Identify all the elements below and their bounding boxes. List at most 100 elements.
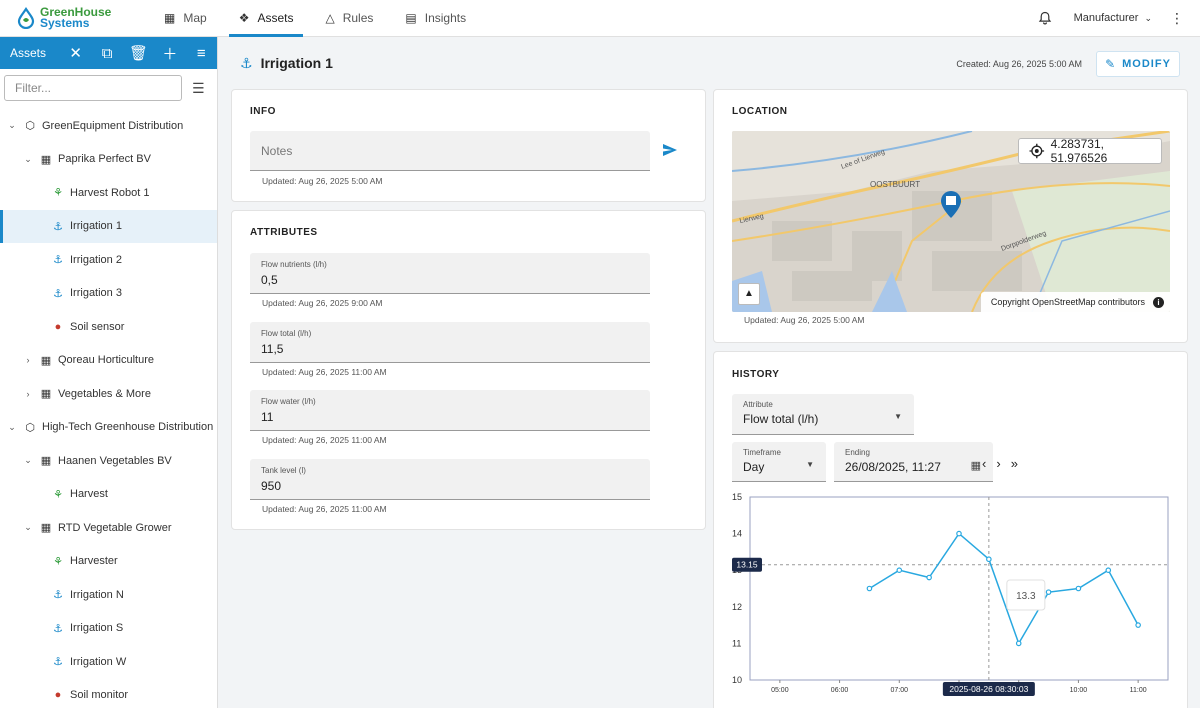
notes-input[interactable]: Notes <box>250 131 650 171</box>
attribute-field-flow-nutrients[interactable]: Flow nutrients (l/h) 0,5 <box>250 253 650 294</box>
tab-assets[interactable]: ❖ Assets <box>223 0 310 37</box>
chevron-left-icon[interactable]: ‹ <box>982 456 987 471</box>
data-point[interactable] <box>956 530 962 537</box>
attribute-field-tank-level[interactable]: Tank level (l) 950 <box>250 459 650 500</box>
chevron-down-icon[interactable]: ⌄ <box>24 455 32 466</box>
top-bar: GreenHouse Systems ▦ Map ❖ Assets △ Rule… <box>0 0 1200 37</box>
data-point[interactable] <box>986 556 992 563</box>
tree-item[interactable]: ⚓ Irrigation S <box>0 612 217 646</box>
tab-rules-label: Rules <box>342 11 374 25</box>
calendar-icon[interactable]: ▦ <box>970 460 981 472</box>
tree-item-label: Vegetables & More <box>58 387 151 400</box>
attribute-field-flow-total[interactable]: Flow total (l/h) 11,5 <box>250 322 650 363</box>
brand-line2: Systems <box>40 16 90 30</box>
notes-placeholder: Notes <box>261 144 293 158</box>
tree-item[interactable]: ⚓ Irrigation N <box>0 578 217 612</box>
tree-item[interactable]: ● Soil monitor <box>0 679 217 708</box>
add-icon[interactable]: ＋ <box>162 45 178 63</box>
history-chart[interactable]: 151413121110 05:0006:0007:0008:0009:0010… <box>714 492 1189 708</box>
map-marker-icon[interactable] <box>941 191 961 218</box>
data-point[interactable] <box>1135 622 1141 628</box>
send-icon[interactable] <box>662 143 678 157</box>
tab-map[interactable]: ▦ Map <box>148 0 223 37</box>
data-point[interactable] <box>896 567 903 574</box>
tree-item[interactable]: ⚓ Irrigation W <box>0 645 217 679</box>
card-title: LOCATION <box>732 106 788 117</box>
data-point[interactable] <box>866 585 873 592</box>
realm-selector[interactable]: Manufacturer ⌄ <box>1074 12 1152 24</box>
ending-datetime-input[interactable]: Ending 26/08/2025, 11:27 ▦ <box>834 442 993 482</box>
pencil-icon: ✎ <box>1105 57 1117 71</box>
tree-item[interactable]: ⚘ Harvest <box>0 478 217 512</box>
timeframe-select[interactable]: Timeframe Day ▼ <box>732 442 826 482</box>
copyright-text: Copyright OpenStreetMap contributors <box>990 297 1145 307</box>
tree-item[interactable]: ⌄ ▦ Haanen Vegetables BV <box>0 444 217 478</box>
tree-item-label: Harvest <box>70 488 108 501</box>
tree-item[interactable]: ⚘ Harvester <box>0 545 217 579</box>
copy-icon[interactable]: ⧉ <box>101 44 113 62</box>
brand-line1: GreenHouse <box>40 5 112 19</box>
tree-item[interactable]: ⌄ ⬡ GreenEquipment Distribution <box>0 109 217 143</box>
location-map[interactable]: OOSTBUURT Lierweg Dorppolderweg Lee of L… <box>732 131 1170 312</box>
chevron-right-icon[interactable]: › <box>26 355 30 366</box>
chevron-down-icon[interactable]: ⌄ <box>8 120 16 131</box>
tree-item[interactable]: ⌄ ▦ Paprika Perfect BV <box>0 143 217 177</box>
select-value: Day <box>743 460 765 474</box>
chevron-down-icon[interactable]: ⌄ <box>8 421 16 432</box>
filter-input[interactable]: Filter... <box>4 75 182 101</box>
tab-rules[interactable]: △ Rules <box>309 0 389 37</box>
tree-item-label: Harvest Robot 1 <box>70 186 150 199</box>
close-icon[interactable]: ✕ <box>69 45 82 62</box>
field-updated: Updated: Aug 26, 2025 11:00 AM <box>262 367 387 377</box>
map-attribution[interactable]: Copyright OpenStreetMap contributors i <box>980 292 1170 312</box>
asset-header: ⚓ Irrigation 1 Created: Aug 26, 2025 5:0… <box>218 37 1200 89</box>
sort-icon[interactable]: ≡ <box>196 44 206 62</box>
modify-button[interactable]: ✎ MODIFY <box>1096 51 1180 77</box>
y-tick-label: 11 <box>732 638 741 648</box>
irrigation-icon: ⚓ <box>53 220 63 233</box>
data-point[interactable] <box>1045 589 1052 595</box>
more-vert-icon[interactable]: ⋮ <box>1170 9 1184 26</box>
data-point[interactable] <box>926 574 932 581</box>
tune-icon[interactable]: ☰ <box>192 79 205 96</box>
tree-item-label: Soil sensor <box>70 320 125 333</box>
tab-insights[interactable]: ▤ Insights <box>389 0 482 37</box>
chevron-down-icon[interactable]: ⌄ <box>24 522 32 533</box>
delete-icon[interactable]: 🗑 <box>128 45 149 62</box>
tooltip-value: 13.3 <box>1016 591 1036 602</box>
data-point[interactable] <box>1075 585 1082 592</box>
info-icon[interactable]: i <box>1153 296 1164 308</box>
caret-down-icon: ▼ <box>894 412 902 421</box>
chevron-down-icon[interactable]: ⌄ <box>24 153 32 164</box>
data-point[interactable] <box>1105 567 1112 574</box>
chevron-right-icon[interactable]: › <box>996 456 1001 471</box>
tree-item-selected[interactable]: ⚓ Irrigation 1 <box>0 209 217 243</box>
card-title: INFO <box>250 106 276 117</box>
attribute-field-flow-water[interactable]: Flow water (l/h) 11 <box>250 390 650 431</box>
chevron-right-icon[interactable]: › <box>26 388 30 399</box>
tree-item[interactable]: › ▦ Vegetables & More <box>0 377 217 411</box>
coordinates-display[interactable]: 4.283731, 51.976526 <box>1018 137 1162 165</box>
tree-item[interactable]: › ▦ Qoreau Horticulture <box>0 344 217 378</box>
x-tick-label: 07:00 <box>891 687 909 694</box>
tree-item[interactable]: ⌄ ▦ RTD Vegetable Grower <box>0 511 217 545</box>
tree-item[interactable]: ● Soil sensor <box>0 310 217 344</box>
tree-item[interactable]: ⚘ Harvest Robot 1 <box>0 176 217 210</box>
double-chevron-right-icon[interactable]: » <box>1010 456 1018 471</box>
compass-icon[interactable]: ▲ <box>738 283 760 305</box>
brand-logo[interactable]: GreenHouse Systems <box>0 0 140 37</box>
tree-item[interactable]: ⌄ ⬡ High-Tech Greenhouse Distribution <box>0 411 217 445</box>
building-icon: ▦ <box>40 455 52 468</box>
tree-item[interactable]: ⚓ Irrigation 2 <box>0 243 217 277</box>
tree-item[interactable]: ⚓ Irrigation 3 <box>0 277 217 311</box>
building-icon: ▦ <box>40 522 52 535</box>
tree-item-label: Irrigation S <box>70 622 124 635</box>
attribute-select[interactable]: Attribute Flow total (l/h) ▼ <box>732 394 914 435</box>
tab-map-label: Map <box>183 11 207 25</box>
soil-sensor-icon: ● <box>54 689 62 702</box>
bell-icon[interactable] <box>1038 11 1052 25</box>
x-tick-label: 10:00 <box>1070 687 1088 694</box>
tree-item-label: Irrigation 3 <box>70 287 122 300</box>
field-value: 0,5 <box>261 273 278 287</box>
data-point[interactable] <box>1015 640 1022 647</box>
